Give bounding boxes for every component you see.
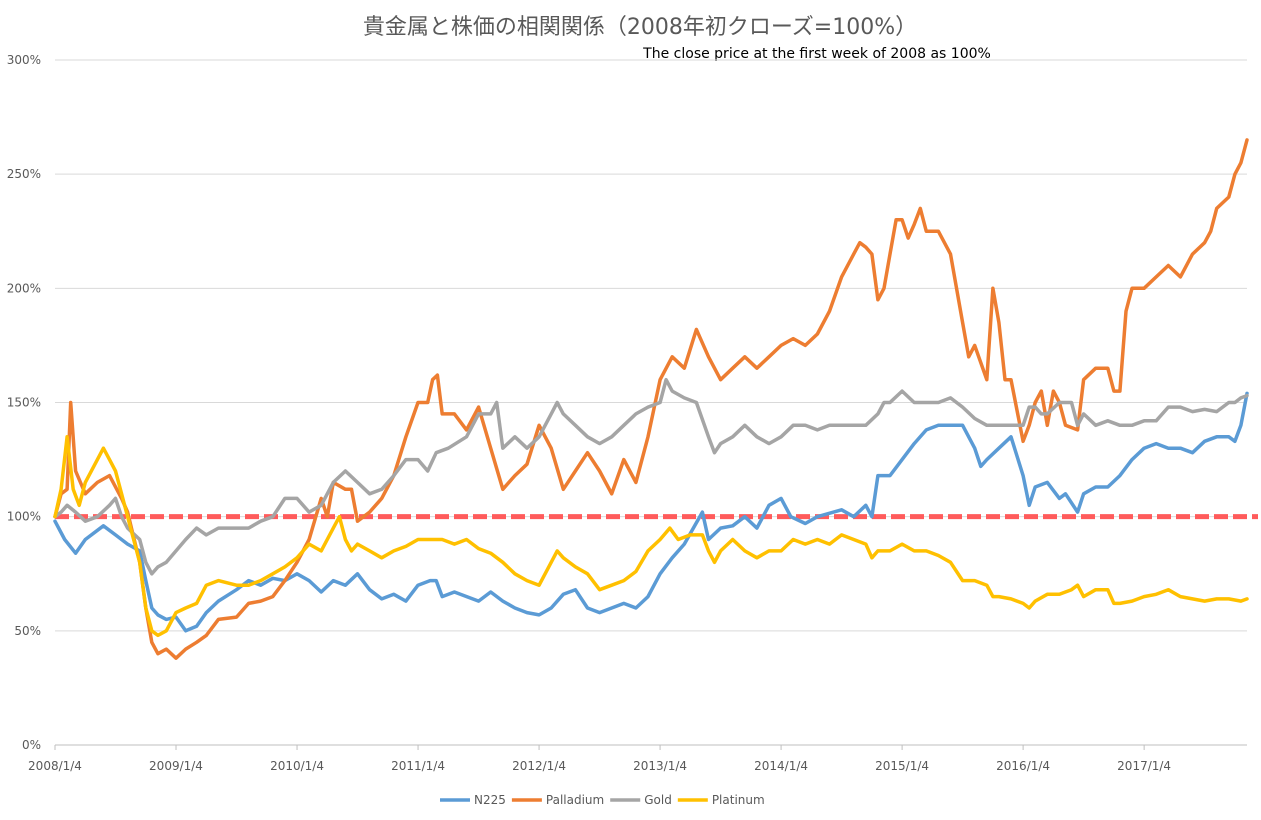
series-line-gold (53, 377, 1249, 576)
y-tick-label: 0% (22, 738, 41, 752)
y-tick-label: 250% (7, 167, 41, 181)
y-tick-label: 300% (7, 53, 41, 67)
x-tick-label: 2015/1/4 (875, 759, 929, 773)
x-tick-label: 2008/1/4 (28, 759, 82, 773)
legend-label-gold: Gold (644, 793, 672, 807)
legend-label-palladium: Palladium (546, 793, 604, 807)
x-tick-label: 2017/1/4 (1117, 759, 1171, 773)
legend-label-platinum: Platinum (712, 793, 765, 807)
legend-label-n225: N225 (474, 793, 506, 807)
chart-title: 貴金属と株価の相関関係（2008年初クローズ=100%） (363, 15, 917, 40)
x-tick-label: 2011/1/4 (391, 759, 445, 773)
x-tick-label: 2014/1/4 (754, 759, 808, 773)
x-tick-label: 2016/1/4 (996, 759, 1050, 773)
legend: N225 Palladium Gold Platinum (440, 793, 765, 807)
y-tick-label: 100% (7, 510, 41, 524)
x-tick-label: 2013/1/4 (633, 759, 687, 773)
x-tick-label: 2010/1/4 (270, 759, 324, 773)
series-line-palladium (53, 138, 1249, 660)
y-axis-tick-labels: 0% 50% 100% 150% 200% 250% 300% (7, 53, 41, 752)
y-tick-label: 150% (7, 396, 41, 410)
x-tick-label: 2009/1/4 (149, 759, 203, 773)
y-tick-label: 50% (14, 624, 41, 638)
x-tick-label: 2012/1/4 (512, 759, 566, 773)
y-tick-label: 200% (7, 281, 41, 295)
series-lines (53, 138, 1249, 660)
chart-subtitle: The close price at the first week of 200… (642, 46, 991, 62)
series-line-platinum (53, 435, 1249, 638)
x-axis: 2008/1/4 2009/1/4 2010/1/4 2011/1/4 2012/1/4… (28, 744, 1247, 773)
